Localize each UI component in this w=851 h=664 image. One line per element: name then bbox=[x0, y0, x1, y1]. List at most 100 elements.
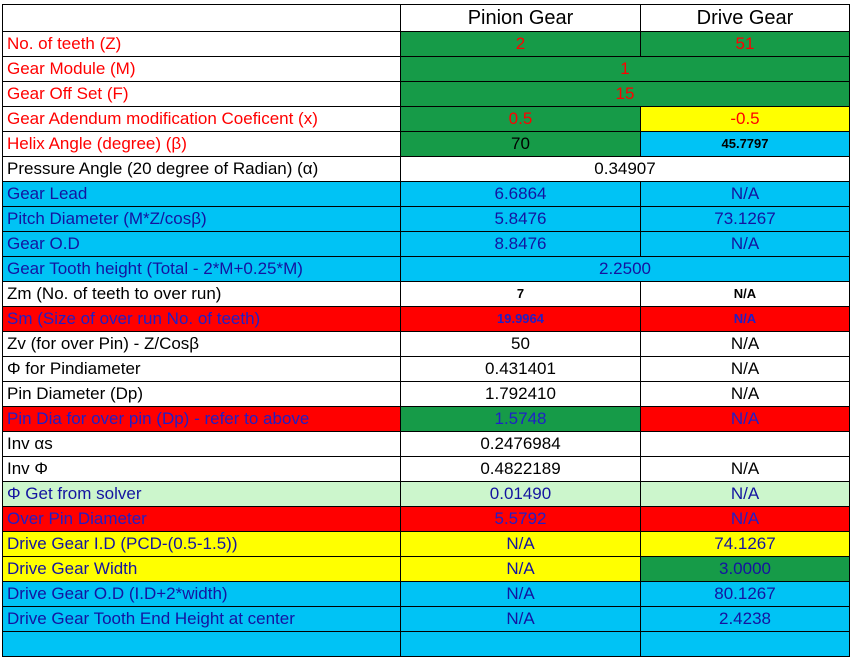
pinion-gear-od[interactable]: 8.8476 bbox=[400, 231, 641, 257]
table-row: Inv αs 0.2476984 bbox=[2, 431, 850, 457]
module-value[interactable]: 1 bbox=[400, 56, 850, 82]
pinion-gear-lead[interactable]: 6.6864 bbox=[400, 181, 641, 207]
pinion-pin-diameter[interactable]: 1.792410 bbox=[400, 381, 641, 407]
drive-pin-diameter[interactable]: N/A bbox=[640, 381, 850, 407]
pinion-phi-solver[interactable]: 0.01490 bbox=[400, 481, 641, 507]
tooth-height-value[interactable]: 2.2500 bbox=[400, 256, 850, 282]
row-label-inv-alpha-s[interactable]: Inv αs bbox=[2, 431, 401, 457]
drive-inv-phi[interactable]: N/A bbox=[640, 456, 850, 482]
row-label-helix-angle[interactable]: Helix Angle (degree) (β) bbox=[2, 131, 401, 157]
pinion-pin-dia-over-pin[interactable]: 1.5748 bbox=[400, 406, 641, 432]
table-row: Inv Φ 0.4822189 N/A bbox=[2, 456, 850, 482]
row-label-phi-solver[interactable]: Φ Get from solver bbox=[2, 481, 401, 507]
pinion-inv-phi[interactable]: 0.4822189 bbox=[400, 456, 641, 482]
table-row: Sm (Size of over run No. of teeth) 19.99… bbox=[2, 306, 850, 332]
pinion-zv[interactable]: 50 bbox=[400, 331, 641, 357]
table-row: Gear Lead 6.6864 N/A bbox=[2, 181, 850, 207]
header-pinion-gear[interactable]: Pinion Gear bbox=[400, 4, 641, 32]
table-row: Pitch Diameter (M*Z/cosβ) 5.8476 73.1267 bbox=[2, 206, 850, 232]
row-label-tooth-height[interactable]: Gear Tooth height (Total - 2*M+0.25*M) bbox=[2, 256, 401, 282]
table-row: Over Pin Diameter 5.5792 N/A bbox=[2, 506, 850, 532]
gear-calculation-sheet: Pinion Gear Drive Gear No. of teeth (Z) … bbox=[2, 4, 850, 657]
row-label-phi-pindiameter[interactable]: Φ for Pindiameter bbox=[2, 356, 401, 382]
table-row: Pin Diameter (Dp) 1.792410 N/A bbox=[2, 381, 850, 407]
table-row: Drive Gear Tooth End Height at center N/… bbox=[2, 606, 850, 632]
row-label-gear-od[interactable]: Gear O.D bbox=[2, 231, 401, 257]
drive-over-pin-diameter[interactable]: N/A bbox=[640, 506, 850, 532]
table-row: Helix Angle (degree) (β) 70 45.7797 bbox=[2, 131, 850, 157]
table-row: Φ for Pindiameter 0.431401 N/A bbox=[2, 356, 850, 382]
row-label-zm[interactable]: Zm (No. of teeth to over run) bbox=[2, 281, 401, 307]
table-row: No. of teeth (Z) 2 51 bbox=[2, 31, 850, 57]
pinion-phi-pindiameter[interactable]: 0.431401 bbox=[400, 356, 641, 382]
table-row: Φ Get from solver 0.01490 N/A bbox=[2, 481, 850, 507]
row-label-drive-gear-id[interactable]: Drive Gear I.D (PCD-(0.5-1.5)) bbox=[2, 531, 401, 557]
table-row: Pin Dia for over pin (Dp) - refer to abo… bbox=[2, 406, 850, 432]
row-label-pin-dia-over-pin[interactable]: Pin Dia for over pin (Dp) - refer to abo… bbox=[2, 406, 401, 432]
row-label-zv[interactable]: Zv (for over Pin) - Z/Cosβ bbox=[2, 331, 401, 357]
drive-phi-pindiameter[interactable]: N/A bbox=[640, 356, 850, 382]
pinion-pitch-diameter[interactable]: 5.8476 bbox=[400, 206, 641, 232]
table-row: Gear Tooth height (Total - 2*M+0.25*M) 2… bbox=[2, 256, 850, 282]
pinion-drive-gear-id[interactable]: N/A bbox=[400, 531, 641, 557]
row-label-pitch-diameter[interactable]: Pitch Diameter (M*Z/cosβ) bbox=[2, 206, 401, 232]
table-row: Gear O.D 8.8476 N/A bbox=[2, 231, 850, 257]
pinion-sm[interactable]: 19.9964 bbox=[400, 306, 641, 332]
drive-zm[interactable]: N/A bbox=[640, 281, 850, 307]
drive-phi-solver[interactable]: N/A bbox=[640, 481, 850, 507]
table-row: Pressure Angle (20 degree of Radian) (α)… bbox=[2, 156, 850, 182]
drive-drive-gear-id[interactable]: 74.1267 bbox=[640, 531, 850, 557]
drive-teeth-value[interactable]: 51 bbox=[640, 31, 850, 57]
header-corner-cell[interactable] bbox=[2, 4, 401, 32]
header-row: Pinion Gear Drive Gear bbox=[2, 4, 850, 32]
row-label-drive-gear-width[interactable]: Drive Gear Width bbox=[2, 556, 401, 582]
row-label-drive-gear-od[interactable]: Drive Gear O.D (I.D+2*width) bbox=[2, 581, 401, 607]
row-label-module[interactable]: Gear Module (M) bbox=[2, 56, 401, 82]
pinion-helix-angle[interactable]: 70 bbox=[400, 131, 641, 157]
pinion-teeth-value[interactable]: 2 bbox=[400, 31, 641, 57]
row-label-inv-phi[interactable]: Inv Φ bbox=[2, 456, 401, 482]
header-drive-gear[interactable]: Drive Gear bbox=[640, 4, 850, 32]
drive-gear-lead[interactable]: N/A bbox=[640, 181, 850, 207]
table-row: Gear Module (M) 1 bbox=[2, 56, 850, 82]
drive-sm[interactable]: N/A bbox=[640, 306, 850, 332]
drive-pin-dia-over-pin[interactable]: N/A bbox=[640, 406, 850, 432]
table-row: Gear Adendum modification Coeficent (x) … bbox=[2, 106, 850, 132]
row-label-pressure-angle[interactable]: Pressure Angle (20 degree of Radian) (α) bbox=[2, 156, 401, 182]
row-label-sm[interactable]: Sm (Size of over run No. of teeth) bbox=[2, 306, 401, 332]
pressure-angle-value[interactable]: 0.34907 bbox=[400, 156, 850, 182]
pinion-tooth-end-height[interactable]: N/A bbox=[400, 606, 641, 632]
drive-empty[interactable] bbox=[640, 631, 850, 657]
pinion-addendum-coef[interactable]: 0.5 bbox=[400, 106, 641, 132]
drive-pitch-diameter[interactable]: 73.1267 bbox=[640, 206, 850, 232]
row-label-tooth-end-height[interactable]: Drive Gear Tooth End Height at center bbox=[2, 606, 401, 632]
pinion-drive-gear-width[interactable]: N/A bbox=[400, 556, 641, 582]
drive-helix-angle[interactable]: 45.7797 bbox=[640, 131, 850, 157]
table-row: Drive Gear Width N/A 3.0000 bbox=[2, 556, 850, 582]
table-row: Zm (No. of teeth to over run) 7 N/A bbox=[2, 281, 850, 307]
table-row: Drive Gear I.D (PCD-(0.5-1.5)) N/A 74.12… bbox=[2, 531, 850, 557]
table-row bbox=[2, 631, 850, 657]
row-label-pin-diameter[interactable]: Pin Diameter (Dp) bbox=[2, 381, 401, 407]
pinion-empty[interactable] bbox=[400, 631, 641, 657]
row-label-over-pin-diameter[interactable]: Over Pin Diameter bbox=[2, 506, 401, 532]
pinion-drive-gear-od[interactable]: N/A bbox=[400, 581, 641, 607]
row-label-addendum-coef[interactable]: Gear Adendum modification Coeficent (x) bbox=[2, 106, 401, 132]
drive-zv[interactable]: N/A bbox=[640, 331, 850, 357]
row-label-empty[interactable] bbox=[2, 631, 401, 657]
row-label-offset[interactable]: Gear Off Set (F) bbox=[2, 81, 401, 107]
offset-value[interactable]: 15 bbox=[400, 81, 850, 107]
row-label-teeth[interactable]: No. of teeth (Z) bbox=[2, 31, 401, 57]
drive-addendum-coef[interactable]: -0.5 bbox=[640, 106, 850, 132]
drive-tooth-end-height[interactable]: 2.4238 bbox=[640, 606, 850, 632]
pinion-over-pin-diameter[interactable]: 5.5792 bbox=[400, 506, 641, 532]
drive-drive-gear-width[interactable]: 3.0000 bbox=[640, 556, 850, 582]
drive-drive-gear-od[interactable]: 80.1267 bbox=[640, 581, 850, 607]
table-row: Zv (for over Pin) - Z/Cosβ 50 N/A bbox=[2, 331, 850, 357]
pinion-inv-alpha-s[interactable]: 0.2476984 bbox=[400, 431, 641, 457]
table-row: Gear Off Set (F) 15 bbox=[2, 81, 850, 107]
row-label-gear-lead[interactable]: Gear Lead bbox=[2, 181, 401, 207]
drive-gear-od[interactable]: N/A bbox=[640, 231, 850, 257]
drive-inv-alpha-s[interactable] bbox=[640, 431, 850, 457]
pinion-zm[interactable]: 7 bbox=[400, 281, 641, 307]
